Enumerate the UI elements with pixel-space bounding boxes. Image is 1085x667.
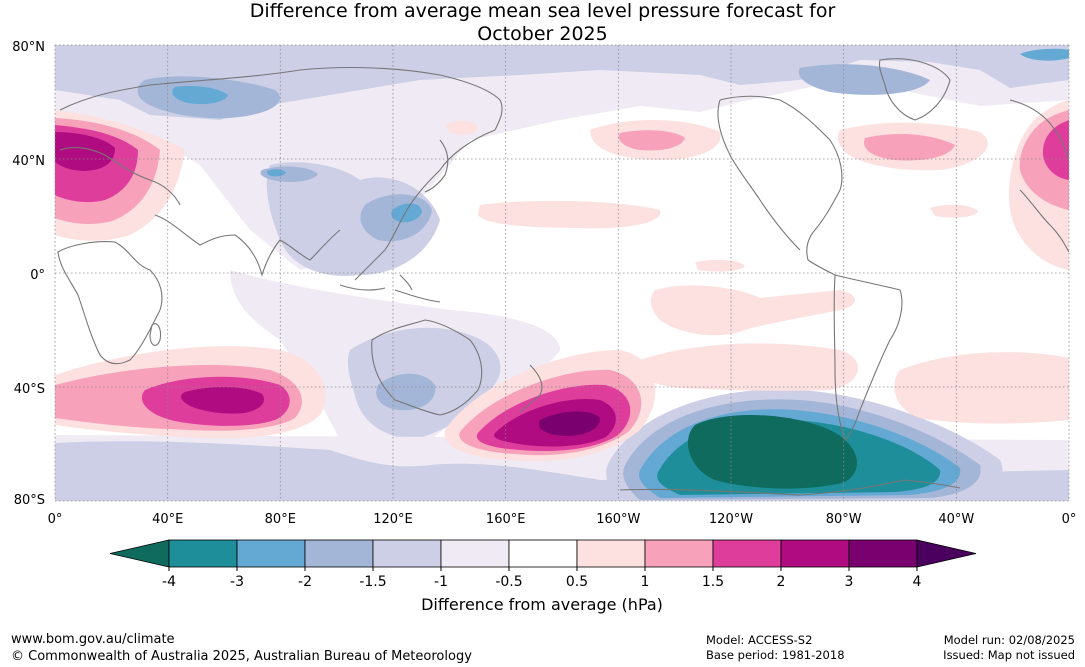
colorbar-tick-label: 1 <box>641 574 650 590</box>
colorbar-tick-label: -4 <box>162 574 176 590</box>
colorbar: -4 -3 -2 -1.5 -1 -0.5 0.5 1 1.5 2 3 4 Difference fr… <box>109 539 977 614</box>
colorbar-segment <box>712 539 782 568</box>
anomaly-map: 80°N 40°N 0° 40°S 80°S 0° 40°E 80°E 120°… <box>12 40 1077 527</box>
colorbar-extend-high <box>916 539 977 568</box>
colorbar-tick-label: 0.5 <box>566 574 588 590</box>
colorbar-tick-label: 3 <box>845 574 854 590</box>
coast-europe-west <box>1009 99 1069 253</box>
colorbar-tick-label: -0.5 <box>495 574 522 590</box>
coast-east-asia <box>354 129 496 281</box>
field-pos-npac-2 <box>618 130 685 151</box>
field-pos-namerica-2 <box>864 134 955 161</box>
colorbar-segments <box>109 539 977 568</box>
field-neg-southpac-5 <box>687 414 857 489</box>
field-neg-siberia-core <box>172 85 228 105</box>
map-title: Difference from average mean sea level p… <box>0 0 1085 46</box>
colorbar-tick-label: -3 <box>230 574 244 590</box>
field-neg-taiwan-core <box>391 203 422 223</box>
lat-label: 0° <box>30 268 45 283</box>
coast-arabia-india <box>154 214 341 277</box>
coast-madagascar <box>149 323 162 346</box>
field-pos-southamerica <box>637 343 859 391</box>
lat-label: 80°S <box>14 493 45 508</box>
field-pos-japan <box>445 120 478 135</box>
lon-label: 40°E <box>152 512 183 527</box>
lon-label: 40°W <box>938 512 974 527</box>
colorbar-segment <box>372 539 442 568</box>
footer-left: www.bom.gov.au/climate © Commonwealth of… <box>11 631 472 665</box>
field-neg-australia-core <box>376 373 436 411</box>
field-pos-southatl <box>894 352 1069 424</box>
longitude-labels: 0° 40°E 80°E 120°E 160°E 160°W 120°W 80°… <box>48 512 1077 527</box>
field-pos-eqpac <box>695 259 745 272</box>
lon-label: 0° <box>1062 512 1077 527</box>
coast-antarctica <box>619 479 961 496</box>
colorbar-segment <box>848 539 918 568</box>
colorbar-label: Difference from average (hPa) <box>421 595 663 614</box>
colorbar-segment <box>508 539 578 568</box>
field-pos-sepac <box>650 285 855 336</box>
lat-label: 80°N <box>12 40 45 55</box>
lon-label: 80°W <box>826 512 862 527</box>
gridlines <box>54 44 1070 502</box>
coast-australia <box>371 319 483 416</box>
field-pos-natlantic <box>930 204 978 218</box>
model-run: Model run: 02/08/2025 <box>943 633 1075 647</box>
colorbar-segment <box>168 539 238 568</box>
lon-label: 160°E <box>486 512 526 527</box>
coast-eurasia-north <box>59 66 503 131</box>
colorbar-segment <box>236 539 306 568</box>
field-pos-eatlantic-3 <box>1042 120 1069 180</box>
colorbar-extend-low <box>109 539 170 568</box>
coastlines <box>57 58 1069 496</box>
field-neg-arctic-tip <box>1020 48 1069 61</box>
field-pos-europe-4 <box>55 132 115 171</box>
colorbar-segment <box>780 539 850 568</box>
footer-run-info: Model run: 02/08/2025 Issued: Map not is… <box>943 633 1075 663</box>
latitude-labels: 80°N 40°N 0° 40°S 80°S <box>12 40 45 508</box>
colorbar-tick-label: -2 <box>298 574 312 590</box>
lat-label: 40°S <box>14 382 45 397</box>
footer-model-info: Model: ACCESS-S2 Base period: 1981-2018 <box>706 633 845 663</box>
colorbar-segment <box>440 539 510 568</box>
issued-status: Issued: Map not issued <box>943 648 1075 662</box>
colorbar-tick-label: -1.5 <box>359 574 386 590</box>
coast-south-america <box>833 274 903 442</box>
colorbar-tick-label: 1.5 <box>702 574 724 590</box>
base-period: Base period: 1981-2018 <box>706 648 845 662</box>
anomaly-fields <box>55 45 1069 501</box>
colorbar-tick-label: -1 <box>434 574 448 590</box>
coast-europe-mid <box>59 146 181 206</box>
field-pos-nz-5 <box>538 411 600 436</box>
field-neg-eurasia-2 <box>55 45 1069 120</box>
coast-maritime <box>339 274 441 303</box>
field-pos-midpac <box>478 200 661 229</box>
model-name: Model: ACCESS-S2 <box>706 633 813 647</box>
colorbar-segment <box>644 539 714 568</box>
copyright-text: © Commonwealth of Australia 2025, Austra… <box>11 649 472 664</box>
title-line-1: Difference from average mean sea level p… <box>249 0 836 22</box>
lon-label: 0° <box>48 512 63 527</box>
lon-label: 120°W <box>709 512 753 527</box>
lon-label: 160°W <box>596 512 640 527</box>
lon-label: 80°E <box>265 512 296 527</box>
field-neg-china <box>266 162 440 276</box>
field-neg-arctic-east <box>798 64 930 95</box>
coast-africa <box>57 241 163 365</box>
lon-label: 120°E <box>373 512 413 527</box>
title-line-2: October 2025 <box>477 23 608 45</box>
colorbar-tick-label: 4 <box>913 574 922 590</box>
colorbar-ticks: -4 -3 -2 -1.5 -1 -0.5 0.5 1 1.5 2 3 4 <box>162 567 922 590</box>
field-neg-tibet-core <box>267 169 286 177</box>
website-link[interactable]: www.bom.gov.au/climate <box>11 632 175 647</box>
coast-north-america <box>717 95 843 276</box>
field-pos-sindian-4 <box>180 386 265 414</box>
colorbar-tick-label: 2 <box>777 574 786 590</box>
colorbar-segment <box>304 539 374 568</box>
colorbar-segment <box>576 539 646 568</box>
coast-japan <box>424 139 449 193</box>
coast-nz <box>519 364 543 413</box>
coast-greenland <box>878 58 951 121</box>
lat-label: 40°N <box>12 154 45 169</box>
